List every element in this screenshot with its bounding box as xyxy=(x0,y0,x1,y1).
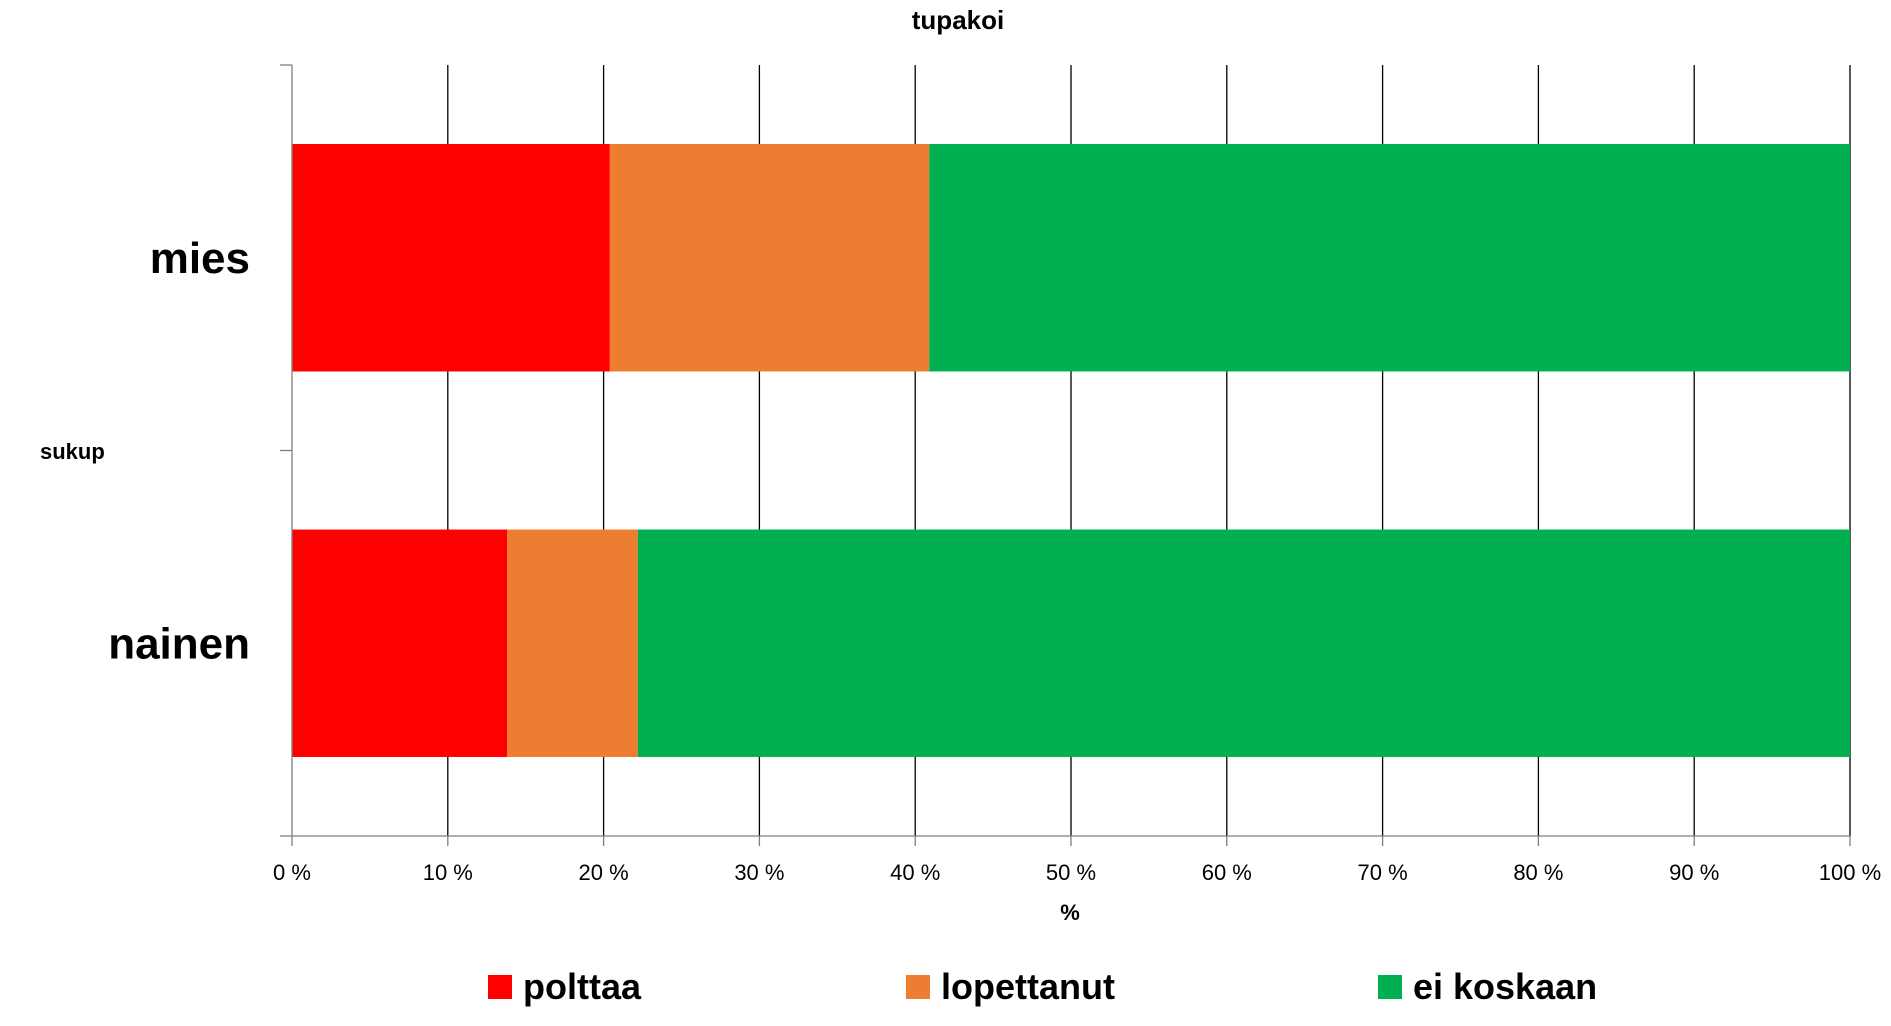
legend-label: ei koskaan xyxy=(1413,966,1597,1007)
y-axis-title: sukup xyxy=(40,439,105,464)
bar-segment xyxy=(929,144,1850,372)
legend-label: polttaa xyxy=(523,966,642,1007)
category-label: nainen xyxy=(108,619,250,668)
bar-segment xyxy=(507,529,638,757)
x-tick-label: 100 % xyxy=(1819,860,1881,885)
bar-segment xyxy=(609,144,930,372)
x-tick-label: 90 % xyxy=(1669,860,1719,885)
x-tick-label: 70 % xyxy=(1358,860,1408,885)
legend-swatch xyxy=(1378,975,1402,999)
category-labels: mies nainen xyxy=(108,234,250,669)
category-label: mies xyxy=(150,234,250,283)
legend-swatch xyxy=(488,975,512,999)
x-tick-label: 10 % xyxy=(423,860,473,885)
x-tick-label: 80 % xyxy=(1513,860,1563,885)
chart-title: tupakoi xyxy=(912,5,1004,35)
legend-label: lopettanut xyxy=(941,966,1115,1007)
x-tick-label: 30 % xyxy=(734,860,784,885)
legend-swatch xyxy=(906,975,930,999)
bar-segment xyxy=(292,144,610,372)
x-tick-label: 50 % xyxy=(1046,860,1096,885)
bars xyxy=(292,144,1850,757)
tick-labels: 0 % 10 % 20 % 30 % 40 % 50 % 60 % 70 % 80 % 90 % 1… xyxy=(273,860,1881,885)
x-tick-label: 20 % xyxy=(579,860,629,885)
axes xyxy=(280,64,1851,846)
x-tick-label: 60 % xyxy=(1202,860,1252,885)
legend: polttaa lopettanut ei koskaan xyxy=(488,966,1597,1007)
bar-segment xyxy=(637,529,1850,757)
x-tick-label: 40 % xyxy=(890,860,940,885)
x-tick-label: 0 % xyxy=(273,860,311,885)
bar-segment xyxy=(292,529,508,757)
x-axis-title: % xyxy=(1060,900,1080,925)
